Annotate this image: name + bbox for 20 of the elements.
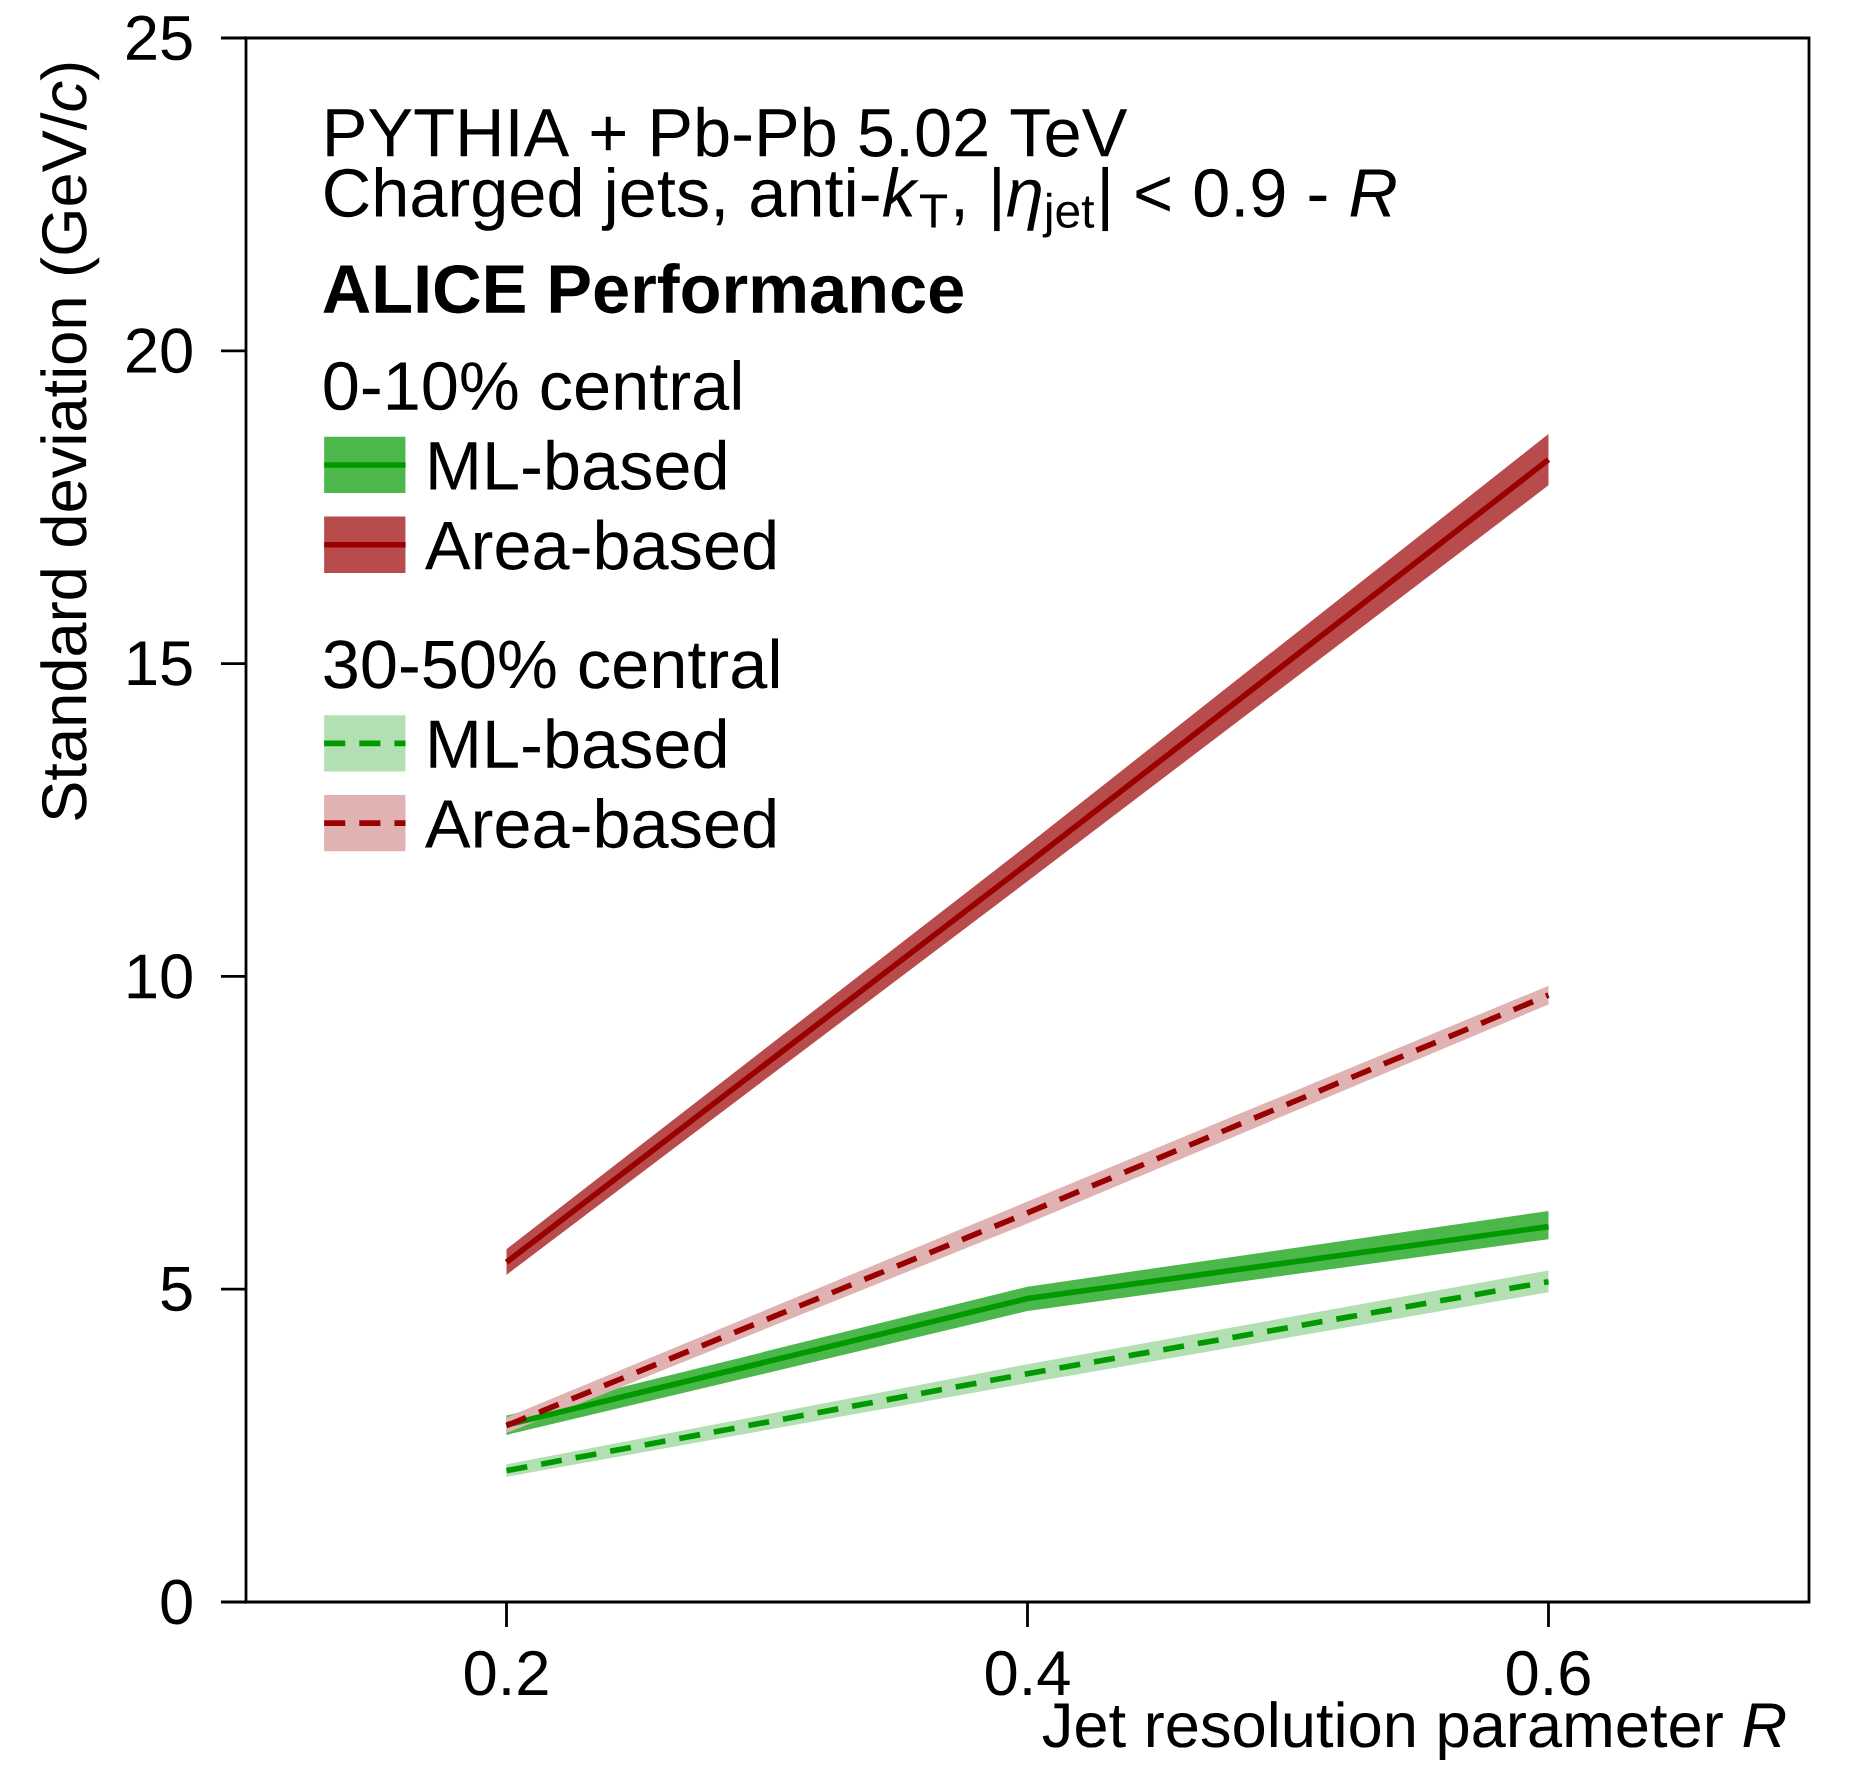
annotation: Charged jets, anti-k$_{T}$, |η$_{jet}$| < 0.9 - R	[325, 166, 1396, 238]
annotation: ALICE Performance	[323, 263, 963, 314]
legend-label: Area-based	[425, 519, 775, 570]
annotation: PYTHIA + Pb-Pb 5.02 TeV	[327, 106, 1128, 157]
annotation: 0-10% central	[324, 360, 740, 411]
annotation: 30-50% central	[324, 638, 778, 689]
legend-label: ML-based	[430, 718, 726, 769]
y-tick-label: 20	[127, 328, 192, 374]
legend-label: ML-based	[430, 439, 726, 491]
x-tick-label: 0.6	[1507, 1650, 1590, 1696]
x-axis-title: Jet resolution parameter R	[1042, 1701, 1786, 1761]
y-tick-label: 15	[128, 641, 192, 686]
x-tick-label: 0.2	[465, 1650, 548, 1696]
x-tick-label: 0.4	[986, 1650, 1070, 1696]
legend-label: Area-based	[425, 797, 775, 849]
y-axis-title: Standard deviation (GeV/c)	[40, 63, 100, 820]
y-tick-label: 10	[128, 953, 192, 999]
y-tick-label: 0	[161, 1579, 192, 1625]
y-tick-label: 25	[127, 15, 192, 61]
y-tick-label: 5	[161, 1267, 192, 1312]
